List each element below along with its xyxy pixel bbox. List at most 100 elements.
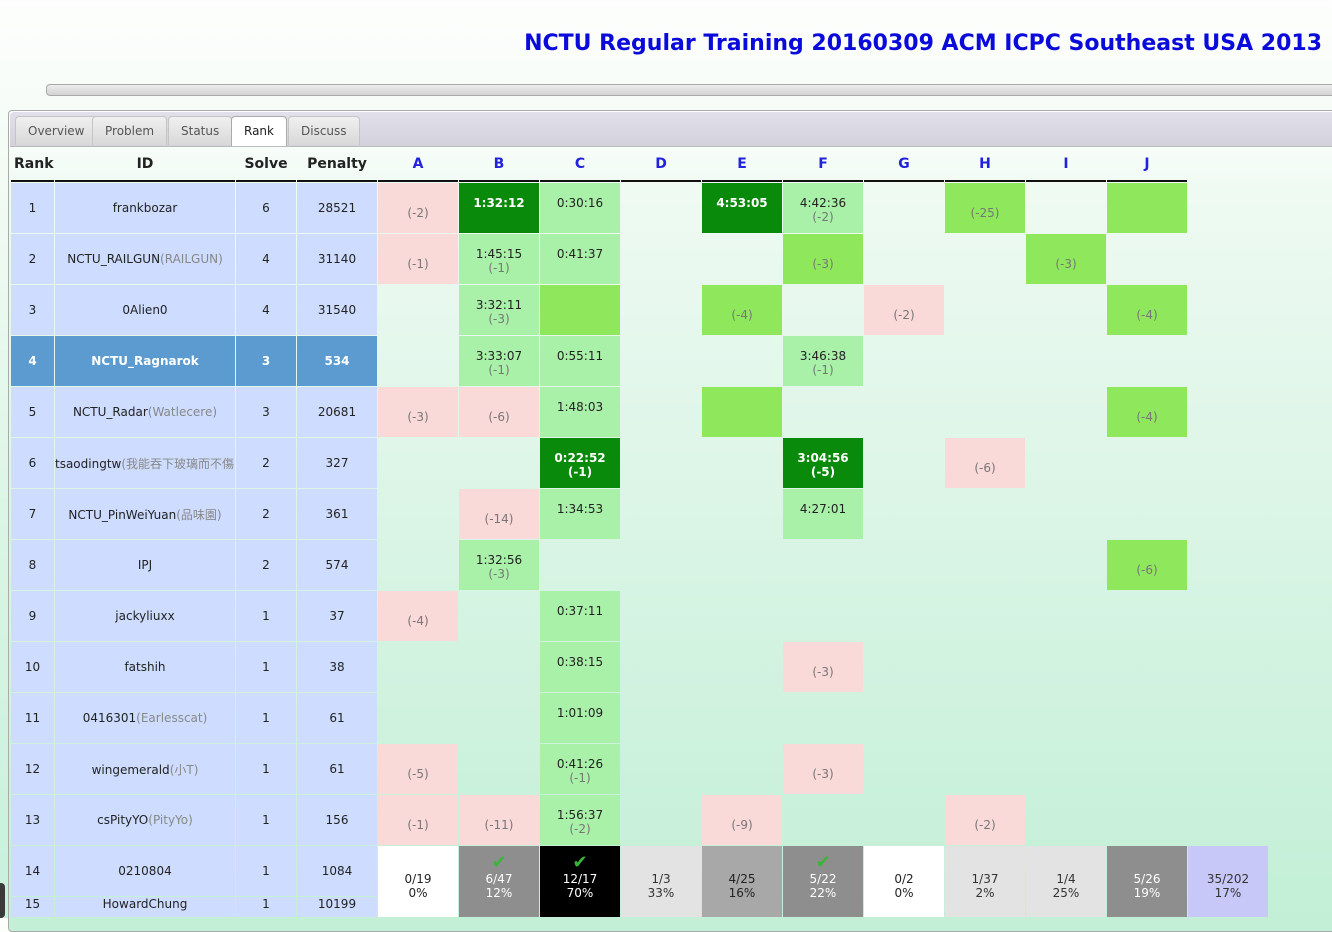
solve-cell: 2 <box>236 540 296 590</box>
attempt-count: (-6) <box>974 461 996 475</box>
problem-cell-b <box>459 693 539 743</box>
header-problem-g[interactable]: G <box>864 148 944 182</box>
header-problem-j[interactable]: J <box>1107 148 1187 182</box>
attempt-count: (-4) <box>1136 308 1158 322</box>
penalty-cell: 1084 <box>297 846 377 896</box>
problem-cell-e: 4:53:05 <box>702 183 782 233</box>
problem-cell-e <box>702 693 782 743</box>
header-problem-h[interactable]: H <box>945 148 1025 182</box>
problem-cell-c: 0:37:11 <box>540 591 620 641</box>
problem-cell-j <box>1107 693 1187 743</box>
attempt-count: (-3) <box>812 257 834 271</box>
header-problem-c[interactable]: C <box>540 148 620 182</box>
header-id[interactable]: ID <box>55 148 235 182</box>
problem-cell-c <box>540 285 620 335</box>
table-row: 7 NCTU_PinWeiYuan(品味園) 2 361 (-14) 1:34:53 4:2… <box>11 489 1268 539</box>
tab-discuss[interactable]: Discuss <box>288 116 360 145</box>
problem-cell-g <box>864 795 944 845</box>
table-row: 8 IPJ 2 574 1:32:56 (-3) (-6) <box>11 540 1268 590</box>
problem-cell-d <box>621 183 701 233</box>
team-id-link[interactable]: NCTU_RAILGUN <box>67 252 161 266</box>
team-id-link[interactable]: 0210804 <box>118 864 172 878</box>
problem-cell-f: 3:46:38 (-1) <box>783 336 863 386</box>
team-id-link[interactable]: NCTU_Ragnarok <box>91 354 199 368</box>
attempt-count: (-4) <box>407 614 429 628</box>
summary-cell-c: ✔ 12/17 70% <box>540 846 620 917</box>
attempt-count: (-3) <box>488 567 510 581</box>
problem-cell-b: 1:32:56 (-3) <box>459 540 539 590</box>
team-id-link[interactable]: HowardChung <box>102 897 188 911</box>
table-row: 1 frankbozar 6 28521 (-2) 1:32:12 0:30:16 4:53:… <box>11 183 1268 233</box>
team-id-link[interactable]: tsaodingtw <box>55 456 122 471</box>
solve-cell: 1 <box>236 693 296 743</box>
accept-percent: 12% <box>485 886 513 900</box>
header-rank[interactable]: Rank <box>11 148 54 182</box>
problem-cell-a <box>378 489 458 539</box>
problem-cell-b: (-14) <box>459 489 539 539</box>
page-title: NCTU Regular Training 20160309 ACM ICPC … <box>524 31 1322 56</box>
accept-percent: 25% <box>1052 886 1080 900</box>
tab-problem[interactable]: Problem <box>92 116 168 145</box>
problem-cell-c: 0:55:11 <box>540 336 620 386</box>
header-solve[interactable]: Solve <box>236 148 296 182</box>
attempt-count: (-2) <box>812 210 834 224</box>
solve-cell: 1 <box>236 795 296 845</box>
team-id-link[interactable]: NCTU_PinWeiYuan <box>68 507 177 522</box>
problem-cell-a <box>378 336 458 386</box>
attempt-count: (-3) <box>812 665 834 679</box>
team-id-link[interactable]: 0Alien0 <box>122 303 168 317</box>
header-problem-f[interactable]: F <box>783 148 863 182</box>
header-problem-a[interactable]: A <box>378 148 458 182</box>
problem-cell-a <box>378 285 458 335</box>
summary-cell-f: ✔ 5/22 22% <box>783 846 863 917</box>
team-id-link[interactable]: fatshih <box>124 660 166 674</box>
header-problem-d[interactable]: D <box>621 148 701 182</box>
attempt-count: (-1) <box>488 261 510 275</box>
problem-cell-c: 1:48:03 <box>540 387 620 437</box>
solve-cell: 4 <box>236 285 296 335</box>
problem-cell-b: 1:32:12 <box>459 183 539 233</box>
problem-cell-f <box>783 693 863 743</box>
team-nickname: (Watlecere) <box>147 405 218 419</box>
check-icon: ✔ <box>815 852 831 873</box>
tab-rank[interactable]: Rank <box>231 116 287 146</box>
team-cell: jackyliuxx <box>55 591 235 641</box>
team-id-link[interactable]: csPityYO <box>97 813 149 827</box>
team-cell: 0416301(Earlesscat) <box>55 693 235 743</box>
problem-cell-c: 0:30:16 <box>540 183 620 233</box>
solve-time: 1:48:03 <box>556 400 604 414</box>
header-problem-b[interactable]: B <box>459 148 539 182</box>
problem-cell-b: 1:45:15 (-1) <box>459 234 539 284</box>
team-id-link[interactable]: wingemerald <box>91 762 170 777</box>
problem-cell-e <box>702 489 782 539</box>
penalty-cell: 31540 <box>297 285 377 335</box>
sidebar-toggle[interactable] <box>0 883 5 918</box>
problem-cell-j <box>1107 795 1187 845</box>
problem-cell-i <box>1026 438 1106 488</box>
team-id-link[interactable]: jackyliuxx <box>115 609 175 623</box>
solve-time: 4:27:01 <box>799 502 847 516</box>
problem-cell-d <box>621 489 701 539</box>
problem-cell-i <box>1026 693 1106 743</box>
table-row: 15 HowardChung 1 10199 <box>11 897 1268 917</box>
team-id-link[interactable]: NCTU_Radar <box>72 405 148 419</box>
problem-cell-i <box>1026 591 1106 641</box>
penalty-cell: 574 <box>297 540 377 590</box>
team-cell: HowardChung <box>55 897 235 917</box>
check-icon: ✔ <box>491 852 507 873</box>
header-problem-i[interactable]: I <box>1026 148 1106 182</box>
header-penalty[interactable]: Penalty <box>297 148 377 182</box>
tab-status[interactable]: Status <box>168 116 233 145</box>
team-id-link[interactable]: 0416301 <box>82 711 137 725</box>
check-icon: ✔ <box>572 852 588 873</box>
team-nickname: (我能吞下玻璃而不傷.. <box>121 456 235 471</box>
team-id-link[interactable]: IPJ <box>137 558 153 572</box>
penalty-cell: 534 <box>297 336 377 386</box>
table-row: 10 fatshih 1 38 0:38:15 (-3) <box>11 642 1268 692</box>
tab-overview[interactable]: Overview <box>15 116 98 145</box>
attempt-count: (-4) <box>731 308 753 322</box>
problem-cell-a <box>378 642 458 692</box>
header-problem-e[interactable]: E <box>702 148 782 182</box>
problem-cell-a: (-3) <box>378 387 458 437</box>
team-id-link[interactable]: frankbozar <box>112 201 178 215</box>
